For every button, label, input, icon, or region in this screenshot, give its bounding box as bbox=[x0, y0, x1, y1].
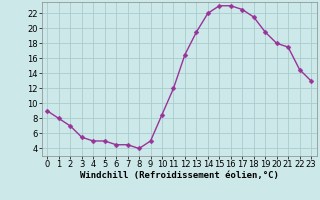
X-axis label: Windchill (Refroidissement éolien,°C): Windchill (Refroidissement éolien,°C) bbox=[80, 171, 279, 180]
